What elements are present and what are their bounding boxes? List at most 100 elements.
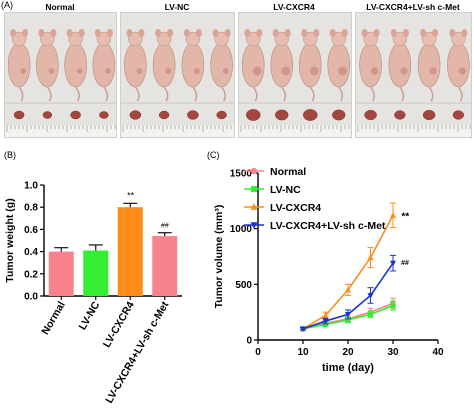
bar: [117, 207, 143, 296]
y-axis-label: Tumor volume (mm³): [213, 205, 225, 309]
x-tick-label: 10: [297, 347, 309, 358]
x-tick-label: 0: [255, 347, 261, 358]
group-title-lv-nc: LV-NC: [164, 2, 190, 12]
legend-label: Normal: [270, 166, 306, 178]
y-tick-label: 1000: [230, 224, 253, 235]
panel-a-label: (A): [1, 0, 13, 10]
mouse-image: [152, 29, 176, 102]
series-group: [300, 254, 396, 333]
y-tick-label: 0: [246, 336, 252, 347]
significance-mark: ##: [401, 260, 409, 267]
mouse-image: [417, 29, 441, 102]
x-tick-label: Normal: [39, 299, 68, 336]
bar: [152, 236, 178, 296]
ruler: [239, 125, 351, 137]
panel-b-label: (B): [4, 150, 16, 160]
data-point: [322, 318, 329, 325]
significance-mark: **: [401, 211, 410, 222]
tumor-image: [332, 109, 346, 121]
group-title-lv-cxcr4-sh-cmet: LV-CXCR4+LV-sh c-Met: [366, 2, 460, 12]
data-point: [345, 317, 351, 323]
mouse-image: [64, 29, 87, 102]
mouse-photo-lv-nc: [120, 12, 235, 138]
tumor-image: [129, 110, 142, 120]
mouse-image: [36, 29, 59, 102]
data-point: [322, 312, 329, 318]
tumor-image: [99, 111, 109, 119]
data-point: [250, 167, 258, 175]
ruler: [121, 125, 234, 137]
data-point: [367, 293, 374, 299]
x-tick-label: LV-CXCR4: [101, 299, 137, 349]
x-tick-label: LV-CXCR4+LV-sh c-Met: [103, 299, 171, 405]
data-point: [251, 186, 257, 192]
bar: [83, 250, 109, 296]
group-title-normal: Normal: [45, 2, 75, 12]
mouse-image: [181, 29, 205, 102]
tumor-image: [70, 110, 81, 120]
x-axis-label: time (day): [322, 362, 374, 374]
mouse-image: [298, 29, 322, 102]
x-tick-label: 30: [387, 347, 399, 358]
data-point: [367, 254, 374, 261]
tumor-weight-chart: 0.0 0.2 0.4 0.6 0.8 1.0 Tumor weight (g) Normal…: [4, 181, 182, 405]
mouse-image: [447, 29, 470, 102]
bar: [48, 251, 74, 296]
mouse-image: [327, 29, 351, 102]
y-tick-label: 0.0: [24, 292, 38, 303]
tumor-image: [246, 109, 261, 121]
significance-mark: ##: [161, 223, 169, 230]
tumor-image: [364, 109, 377, 121]
legend-label: LV-CXCR4: [270, 202, 321, 214]
data-point: [250, 222, 258, 229]
tumor-image: [303, 109, 318, 121]
x-tick-label: 40: [432, 347, 444, 358]
y-tick-label: 500: [235, 280, 252, 291]
data-point: [390, 260, 396, 267]
mouse-image: [270, 29, 294, 102]
mouse-photo-lv-cxcr4: [238, 12, 352, 138]
tumor-image: [452, 110, 465, 120]
mouse-image: [388, 29, 412, 102]
y-tick-label: 1500: [230, 169, 253, 180]
mouse-image: [124, 29, 147, 102]
y-tick-label: 0.2: [24, 269, 38, 280]
x-tick-label: LV-NC: [77, 299, 103, 332]
y-tick-label: 0.6: [24, 225, 38, 236]
y-tick-label: 0.8: [24, 203, 38, 214]
mouse-image: [210, 29, 233, 102]
mouse-image: [359, 29, 382, 102]
mouse-photo-lv-cxcr4-sh-cmet: [355, 12, 472, 138]
data-point: [345, 286, 351, 293]
data-point: [300, 326, 306, 333]
y-axis-label: Tumor weight (g): [4, 198, 16, 282]
significance-mark: **: [127, 190, 135, 200]
panel-c-label: (C): [207, 150, 220, 160]
data-point: [322, 321, 329, 327]
group-title-lv-cxcr4: LV-CXCR4: [273, 2, 315, 12]
tumor-image: [275, 109, 289, 121]
tumor-image: [13, 110, 25, 120]
tumor-image: [394, 110, 406, 120]
tumor-image: [187, 110, 199, 120]
data-point: [367, 311, 374, 317]
data-point: [345, 311, 351, 318]
data-point: [390, 302, 396, 309]
legend-label: LV-CXCR4+LV-sh c-Met: [270, 220, 386, 232]
mouse-image: [7, 29, 31, 102]
mouse-photo-normal: [4, 12, 117, 138]
x-tick-label: 20: [342, 347, 354, 358]
tumor-image: [42, 111, 53, 119]
legend-label: LV-NC: [270, 184, 301, 196]
ruler: [5, 125, 116, 137]
tumor-image: [216, 110, 227, 120]
tumor-volume-chart: 0 500 1000 1500 0 10 20 30 40 time (day) Tumor vol…: [213, 166, 444, 374]
tumor-image: [158, 110, 170, 120]
data-point: [390, 212, 396, 218]
y-tick-label: 0.4: [24, 247, 38, 258]
mouse-image: [241, 29, 265, 102]
mouse-image: [92, 29, 116, 102]
tumor-image: [422, 109, 436, 121]
y-tick-label: 1.0: [24, 181, 38, 192]
data-point: [250, 203, 258, 210]
